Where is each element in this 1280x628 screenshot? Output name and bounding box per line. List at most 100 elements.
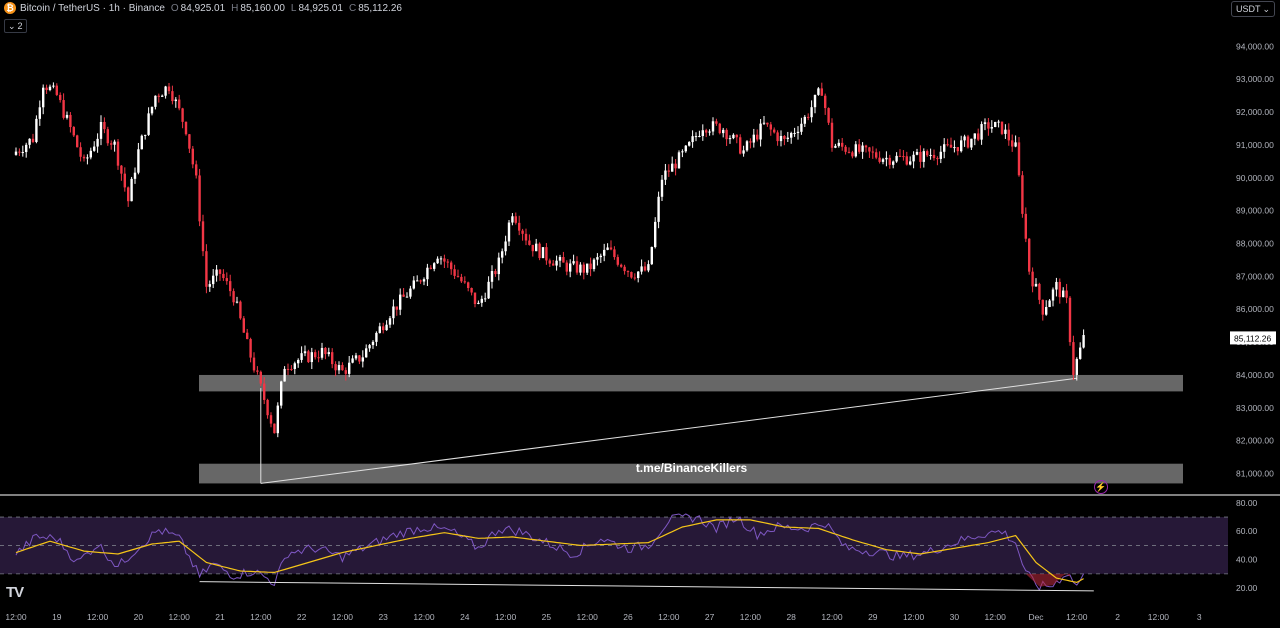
candle-body: [868, 147, 871, 152]
indicators-toggle-button[interactable]: ⌄ 2: [4, 19, 27, 33]
candle-body: [664, 170, 667, 180]
candle-body: [623, 266, 626, 272]
candle-body: [562, 257, 565, 263]
time-tick-label: 12:00: [740, 612, 762, 622]
candle-body: [936, 158, 939, 160]
rsi-divergence-line: [199, 581, 1094, 592]
candle-body: [409, 288, 412, 297]
time-tick-label: 12:00: [87, 612, 109, 622]
lightning-icon[interactable]: ⚡: [1094, 480, 1108, 494]
currency-dropdown[interactable]: USDT ⌄: [1231, 1, 1275, 17]
candle-body: [433, 263, 436, 269]
candle-body: [201, 221, 205, 252]
candle-body: [86, 157, 89, 159]
time-tick-label: 30: [950, 612, 960, 622]
candle-body: [871, 151, 874, 153]
tradingview-logo-icon[interactable]: TV: [6, 584, 24, 601]
candle-body: [813, 94, 817, 108]
candle-body: [130, 178, 133, 202]
candle-body: [79, 147, 82, 157]
time-tick-label: 12:00: [577, 612, 599, 622]
candle-body: [650, 247, 653, 265]
candle-body: [800, 123, 803, 132]
time-axis: 12:00 19 12:00 20 12:00 21 12:00 22 12:00 23 12:00…: [5, 612, 1201, 622]
candle-body: [888, 157, 891, 165]
candle-body: [977, 133, 980, 140]
candle-body: [1031, 271, 1034, 287]
candle-body: [463, 281, 466, 283]
candle-body: [790, 133, 793, 138]
candle-body: [69, 114, 72, 128]
high-label: H: [231, 2, 239, 14]
candle-body: [892, 161, 895, 165]
symbol-title[interactable]: Bitcoin / TetherUS · 1h · Binance: [20, 2, 165, 14]
candle-body: [215, 269, 218, 276]
candle-body: [269, 415, 273, 424]
candle-body: [545, 247, 548, 261]
last-price-label: 85,112.26: [1234, 333, 1271, 343]
candle-body: [820, 88, 823, 96]
candle-body: [1058, 281, 1061, 298]
candle-body: [290, 368, 293, 370]
candle-body: [630, 271, 633, 278]
candle-body: [953, 147, 956, 149]
candle-body: [769, 124, 772, 130]
candle-body: [647, 264, 650, 271]
candle-body: [96, 138, 99, 147]
candle-body: [572, 261, 575, 264]
candle-body: [875, 152, 878, 158]
candle-body: [89, 150, 92, 158]
candle-body: [242, 318, 245, 333]
candle-body: [762, 122, 766, 124]
candle-body: [640, 266, 643, 272]
candle-body: [252, 357, 256, 371]
candle-body: [327, 352, 330, 355]
candle-body: [766, 122, 769, 125]
time-tick-label: 12:00: [5, 612, 27, 622]
candle-body: [579, 264, 582, 273]
candle-body: [348, 362, 351, 374]
candle-body: [99, 121, 103, 139]
candle-body: [589, 263, 592, 270]
candle-body: [344, 370, 347, 374]
candle-body: [538, 243, 541, 259]
candle-body: [45, 87, 48, 91]
candle-body: [596, 257, 599, 260]
candle-body: [749, 141, 752, 143]
candle-body: [613, 249, 616, 258]
candle-body: [718, 123, 721, 134]
candle-body: [62, 100, 65, 118]
candle-body: [803, 116, 806, 124]
symbol-header[interactable]: ₿ Bitcoin / TetherUS · 1h · Binance O 84,…: [4, 2, 406, 14]
candle-body: [167, 86, 171, 92]
candle-body: [137, 149, 140, 173]
candle-body: [266, 399, 269, 416]
candle-body: [956, 147, 959, 152]
candle-body: [150, 106, 154, 114]
candle-body: [626, 271, 630, 273]
candle-body: [501, 251, 504, 258]
candle-body: [191, 148, 194, 165]
candle-body: [909, 161, 912, 165]
candle-body: [786, 137, 789, 139]
rsi-pane: [0, 494, 1280, 592]
candle-body: [841, 142, 844, 147]
candle-body: [1014, 142, 1017, 147]
candle-body: [715, 121, 718, 124]
candle-body: [569, 263, 572, 272]
candle-body: [178, 99, 181, 109]
candle-body: [494, 271, 497, 275]
high-value: 85,160.00: [240, 2, 285, 14]
candle-body: [514, 216, 517, 223]
candle-body: [552, 263, 555, 266]
candle-body: [473, 292, 477, 304]
candle-body: [603, 249, 606, 256]
candle-body: [259, 371, 262, 384]
candle-body: [198, 175, 201, 222]
candle-body: [1048, 300, 1051, 308]
candle-body: [854, 144, 857, 157]
candle-body: [599, 255, 602, 258]
candle-body: [674, 163, 677, 169]
time-tick-label: 12:00: [985, 612, 1007, 622]
